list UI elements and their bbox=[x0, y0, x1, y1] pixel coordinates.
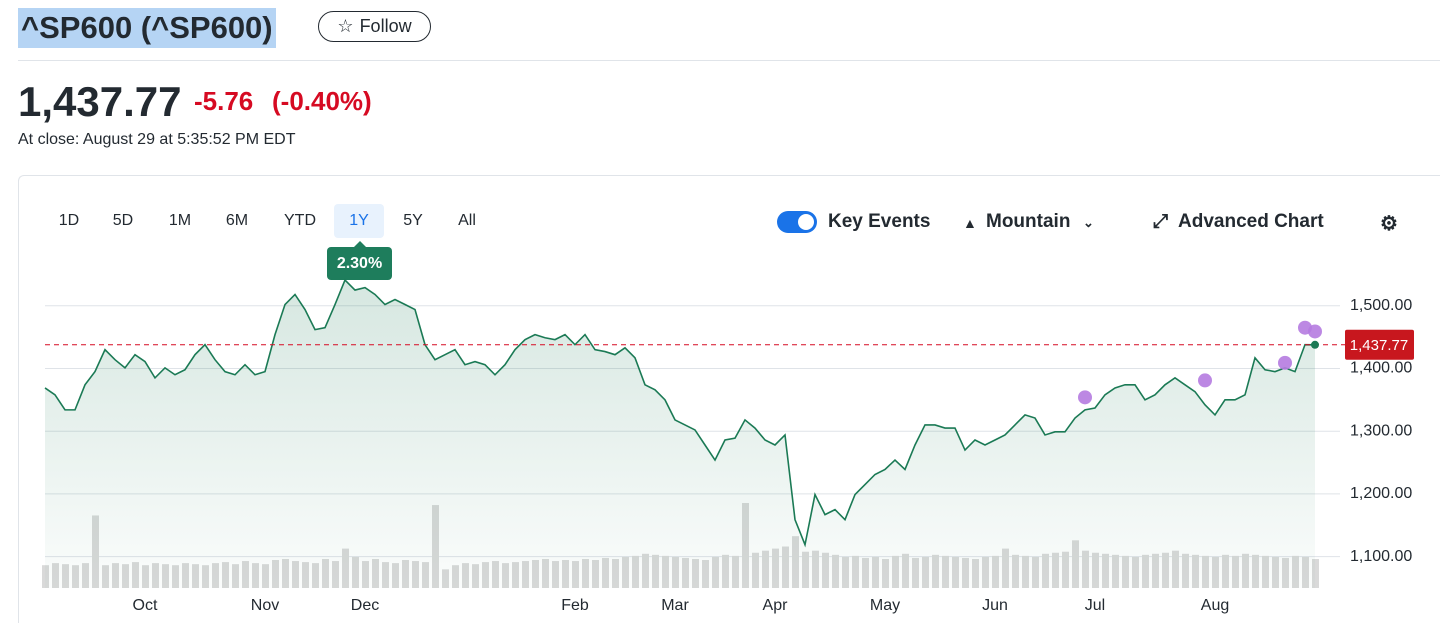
y-tick-label: 1,200.00 bbox=[1350, 485, 1412, 502]
range-button[interactable]: YTD bbox=[284, 212, 316, 229]
key-events-toggle[interactable] bbox=[777, 211, 817, 233]
dropdown-arrow: ⌄ bbox=[1083, 215, 1094, 230]
key-event bbox=[1078, 390, 1092, 405]
advanced-chart-button[interactable]: Advanced Chart bbox=[1178, 211, 1324, 232]
settings-icon[interactable]: ⚙ bbox=[1380, 213, 1398, 235]
y-tick-label: 1,400.00 bbox=[1350, 360, 1412, 377]
mountain-icon: ▲ bbox=[963, 215, 977, 231]
price-line bbox=[44, 278, 1316, 548]
x-tick-label: May bbox=[870, 597, 900, 614]
x-tick-label: Mar bbox=[661, 597, 689, 614]
follow-label: Follow bbox=[359, 16, 412, 36]
follow-button[interactable]: ☆ Follow bbox=[318, 11, 431, 42]
key-event bbox=[1308, 324, 1322, 339]
range-button[interactable]: 5D bbox=[112, 212, 134, 229]
range-button[interactable]: All bbox=[458, 212, 476, 229]
x-tick-label: Aug bbox=[1201, 597, 1229, 614]
area-fill bbox=[45, 280, 1315, 588]
y-tick-label: 1,300.00 bbox=[1350, 422, 1412, 439]
y-tick-label: 1,500.00 bbox=[1350, 297, 1412, 314]
key-event bbox=[1198, 373, 1212, 388]
x-tick-label: Nov bbox=[251, 597, 279, 614]
last-point bbox=[1311, 340, 1319, 349]
y-tick-label: 1,100.00 bbox=[1350, 548, 1412, 565]
close-time: At close: August 29 at 5:35:52 PM EDT bbox=[18, 131, 296, 148]
x-tick-label: Apr bbox=[763, 597, 789, 614]
x-tick-label: Dec bbox=[351, 597, 379, 614]
range-button[interactable]: 1D bbox=[58, 212, 80, 229]
current-price-label: 1,437.77 bbox=[1350, 337, 1408, 354]
range-button[interactable]: 1M bbox=[168, 212, 192, 229]
range-button[interactable]: 1Y bbox=[334, 204, 384, 238]
x-tick-label: Jul bbox=[1085, 597, 1105, 614]
volume-bar bbox=[1312, 558, 1319, 588]
price-change: -5.76 bbox=[194, 86, 254, 116]
x-tick-label: Jun bbox=[982, 597, 1008, 614]
divider bbox=[18, 60, 1440, 61]
ticker-title: ^SP600 (^SP600) bbox=[18, 8, 276, 48]
range-button[interactable]: 6M bbox=[225, 212, 249, 229]
key-events-label[interactable]: Key Events bbox=[828, 211, 931, 232]
key-event bbox=[1278, 355, 1292, 370]
current-price-tag bbox=[1345, 329, 1414, 360]
expand-icon: ⤢ bbox=[1153, 211, 1169, 232]
star-icon: ☆ bbox=[337, 16, 354, 36]
chart-style-button[interactable]: Mountain bbox=[986, 211, 1071, 232]
range-button[interactable]: 5Y bbox=[403, 212, 423, 229]
range-change-badge: 2.30% bbox=[327, 241, 392, 280]
price-change-percent: (-0.40%) bbox=[272, 86, 372, 116]
x-tick-label: Feb bbox=[561, 597, 589, 614]
chart-card bbox=[18, 175, 1440, 623]
price: 1,437.77 bbox=[18, 78, 182, 125]
x-tick-label: Oct bbox=[133, 597, 158, 614]
